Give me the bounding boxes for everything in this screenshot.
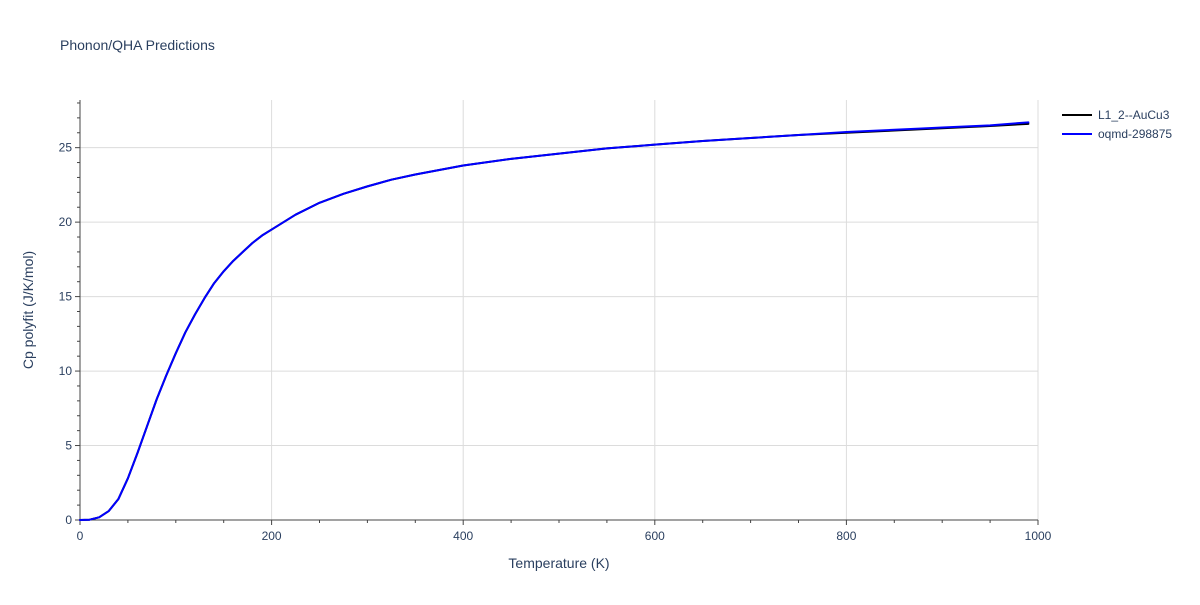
legend-item-2[interactable]: oqmd-298875 — [1062, 127, 1172, 141]
x-axis-title: Temperature (K) — [508, 555, 609, 571]
series-lines — [79, 121, 1030, 521]
legend-label: L1_2--AuCu3 — [1098, 108, 1170, 122]
x-tick-label: 0 — [77, 529, 84, 543]
y-tick-label: 20 — [59, 215, 73, 229]
y-tick-label: 15 — [59, 290, 73, 304]
x-tick-label: 200 — [262, 529, 282, 543]
legend-label: oqmd-298875 — [1098, 127, 1172, 141]
series-line-2 — [79, 121, 1030, 521]
axes — [79, 100, 1038, 521]
legend-item-1[interactable]: L1_2--AuCu3 — [1062, 108, 1170, 122]
y-tick-label: 0 — [65, 513, 72, 527]
legend[interactable]: L1_2--AuCu3 oqmd-298875 — [1062, 108, 1172, 141]
x-tick-label: 1000 — [1025, 529, 1052, 543]
x-tick-label: 400 — [453, 529, 473, 543]
chart-title: Phonon/QHA Predictions — [60, 37, 215, 53]
y-tick-label: 10 — [59, 364, 73, 378]
tick-labels: 0 200 400 600 800 1000 0 5 10 15 20 25 — [59, 141, 1052, 543]
tick-marks — [75, 102, 1039, 525]
grid-lines — [80, 100, 1039, 520]
x-tick-label: 600 — [645, 529, 665, 543]
y-tick-label: 5 — [65, 439, 72, 453]
y-axis-title: Cp polyfit (J/K/mol) — [20, 251, 36, 369]
x-tick-label: 800 — [836, 529, 856, 543]
y-tick-label: 25 — [59, 141, 73, 155]
series-line-1 — [79, 122, 1030, 521]
